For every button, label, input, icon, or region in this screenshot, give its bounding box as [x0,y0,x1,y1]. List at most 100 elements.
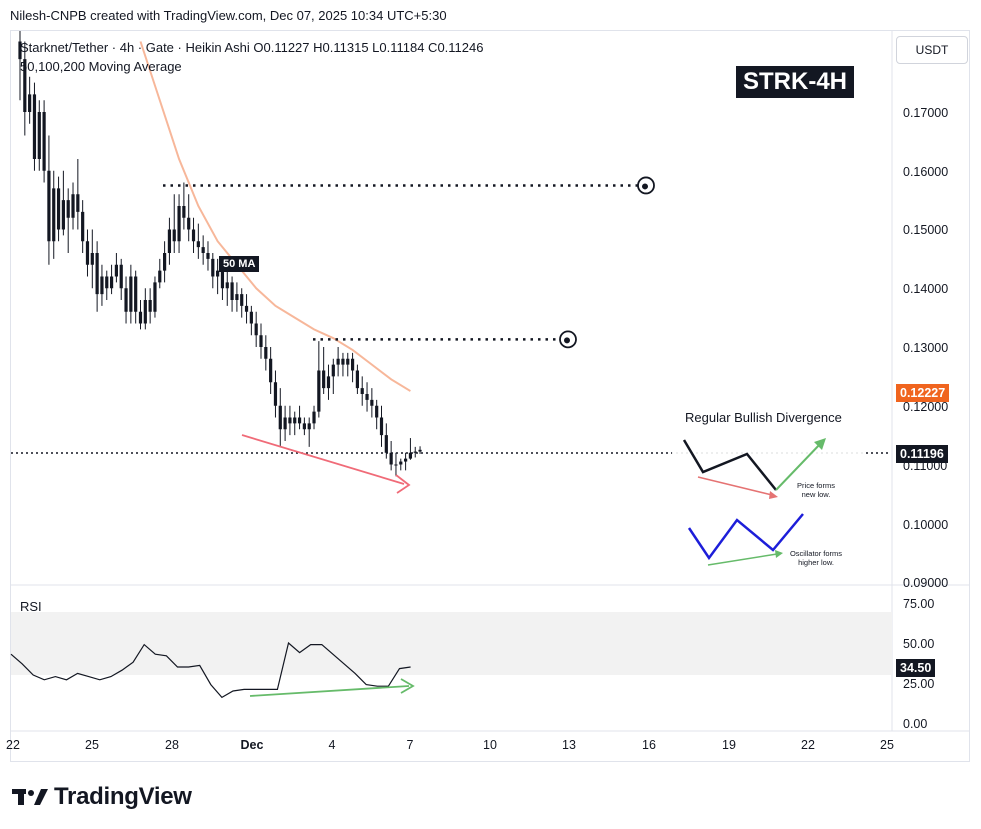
candle-body [326,376,331,389]
candle-body [307,423,311,430]
candle-body [297,417,302,424]
rsi-divergence-arrowhead [400,678,415,694]
candle-body [370,399,374,406]
inset-oscillator-line [687,513,804,561]
rsi-tick-label: 50.00 [903,637,934,651]
candle-body [66,200,70,218]
time-tick-label: 10 [483,738,497,752]
candle-body [95,253,99,295]
candle-body [85,241,90,265]
time-tick-label: 16 [642,738,656,752]
time-tick-label: 19 [722,738,736,752]
rsi-title: RSI [20,599,42,614]
candle-body [182,206,186,218]
candle-body [47,170,51,242]
time-tick-label: Dec [241,738,264,752]
price-tick-label: 0.14000 [903,282,948,296]
price-tick-label: 0.15000 [903,223,948,237]
candle-body [230,282,234,300]
candle-body [201,247,205,253]
rsi-layer [10,641,415,699]
candle-body [399,461,403,465]
candle-body [288,417,292,424]
candle-body [355,370,359,389]
candle-body [134,276,138,312]
divergence-oscillator-note: Oscillator forms higher low. [789,549,843,567]
candle-body [254,323,258,336]
time-tick-label: 13 [562,738,576,752]
candle-body [220,270,225,289]
candle-body [244,305,249,312]
rsi-divergence-line [249,685,410,697]
candle-body [211,258,215,277]
candle-body [114,264,118,277]
price-tick-label: 0.09000 [903,576,948,590]
candle-body [240,294,244,306]
inset-price-line [682,439,777,491]
candle-body [379,417,384,436]
divergence-price-note: Price forms new low. [797,481,835,499]
candle-body [52,188,56,242]
rsi-tick-label: 75.00 [903,597,934,611]
candle-body [177,206,181,242]
candle-body [322,370,326,389]
target-marker-dot [642,183,648,190]
time-tick-label: 4 [329,738,336,752]
symbol-legend[interactable]: Starknet/Tether · 4h · Gate · Heikin Ash… [20,40,484,55]
divergence-title: Regular Bullish Divergence [685,410,842,425]
indicator-legend[interactable]: 50,100,200 Moving Average [20,59,182,74]
price-divergence-line [241,434,405,485]
candle-body [18,41,22,60]
candle-body [32,94,37,159]
candle-body [196,241,200,248]
inset-oscillator-divergence-line [707,553,778,566]
last-price-tag: 0.11196 [896,445,948,463]
time-tick-label: 22 [801,738,815,752]
candle-body [259,335,263,347]
candle-body [138,311,143,324]
candle-body [336,358,340,365]
tradingview-logo[interactable]: TradingView [12,783,192,811]
price-tick-label: 0.10000 [903,518,948,532]
candle-body [90,253,94,265]
tradingview-logo-icon [12,789,48,805]
candle-body [269,358,273,383]
time-tick-label: 25 [85,738,99,752]
candle-body [37,112,41,159]
candle-body [394,464,398,466]
candle-body [163,253,167,271]
candle-body [317,370,321,412]
time-tick-label: 22 [6,738,20,752]
candle-body [167,229,172,253]
candle-body [225,282,229,289]
ma-price-tag: 0.12227 [896,384,950,402]
rsi-band [11,612,892,675]
candle-body [187,217,191,230]
candle-body [109,276,114,289]
candle-body [206,253,210,259]
candle-body [71,194,75,218]
rsi-tick-label: 0.00 [903,717,927,731]
currency-button[interactable]: USDT [896,36,968,64]
chart-credit: Nilesh-CNPB created with TradingView.com… [10,8,447,23]
candle-body [331,364,335,377]
candle-body [119,264,123,289]
candle-body [249,311,253,324]
candle-body [129,276,133,312]
rsi-tick-label: 25.00 [903,677,934,691]
price-tick-label: 0.12000 [903,400,948,414]
candle-body [216,270,220,277]
candle-body [278,405,282,430]
candle-body [283,417,287,430]
candle-body [418,449,422,452]
candle-body [375,405,379,418]
candle-body [312,411,316,424]
time-tick-label: 28 [165,738,179,752]
candle-body [42,112,46,171]
candle-body [235,294,239,300]
chart-frame [10,30,970,762]
candle-body [360,388,364,394]
candle-body [191,229,196,242]
candle-body [153,282,157,312]
